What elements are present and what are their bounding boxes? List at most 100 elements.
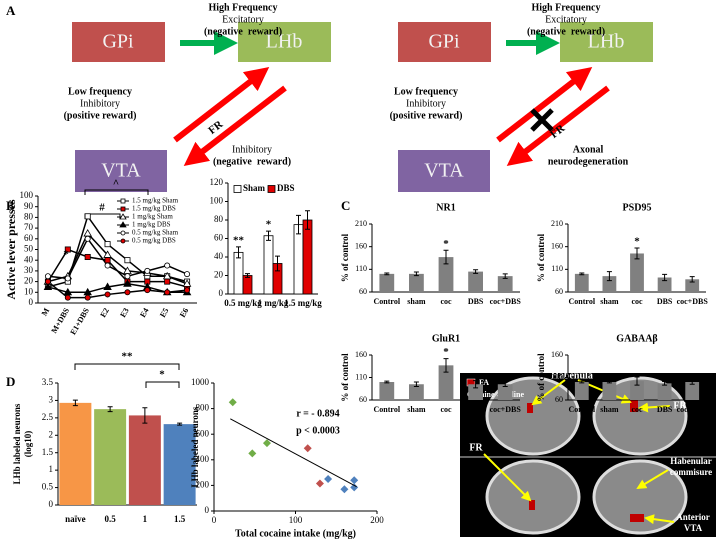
marker [64, 246, 71, 253]
separator [460, 456, 716, 458]
bar [409, 384, 424, 400]
annotation: ** [233, 234, 245, 246]
bar [379, 382, 395, 400]
region-label: FR [673, 400, 687, 411]
point [324, 475, 333, 483]
node-label: GPi [102, 31, 134, 53]
lesion-label: neurodegeneration [548, 156, 629, 167]
x-tick-label: DBS [657, 405, 673, 414]
y-axis-label: % of control [536, 233, 546, 282]
error-bar [502, 273, 508, 279]
annotation: # [99, 202, 105, 214]
chart-title: NR1 [436, 202, 455, 213]
node-box [238, 22, 331, 62]
legend-label: 1.5 mg/kg Sham [132, 197, 179, 205]
bar [263, 235, 274, 295]
chart: 0 200 400 600 800 1000 LHb labeled neurons 0 100… [190, 377, 384, 539]
chart: 60 110 160 GluR1 % of control Control sham coc D… [340, 333, 521, 414]
error-bar [689, 276, 695, 283]
error-bar [689, 379, 695, 385]
bar [409, 273, 424, 292]
bar [438, 365, 454, 400]
y-tick-label: 110 [551, 264, 563, 273]
point [248, 449, 257, 458]
bar [497, 384, 513, 400]
y-tick-label: 3 [49, 394, 54, 404]
y-tick-label: 160 [355, 241, 367, 250]
x-tick-label: sham [407, 405, 426, 414]
y-axis-label: % of control [536, 353, 546, 402]
bar [59, 402, 92, 505]
x-tick-label: Control [569, 405, 596, 414]
bar [468, 384, 483, 400]
legend-marker [120, 230, 126, 236]
lesion-label: Axonal [573, 144, 604, 155]
node-label: VTA [424, 160, 464, 182]
edge-label: Low frequency [394, 86, 458, 97]
chart: 0 20 40 60 80 100 120 0.5 mg/kg1 mg/kg1.5 mg/kg… [210, 177, 323, 308]
y-tick-label: 120 [210, 177, 224, 187]
region-label: Habenula [551, 370, 593, 381]
error-bar [413, 271, 419, 277]
region-label: FR [469, 442, 483, 453]
annotation: * [266, 219, 272, 231]
region-label: Habenular [670, 456, 712, 466]
chart-title: PSD95 [623, 202, 652, 213]
x-tick-label: 1.5 [174, 514, 186, 524]
x-tick-label: DBS [657, 297, 673, 306]
legend-marker [120, 206, 126, 212]
x-tick-label: sham [407, 297, 426, 306]
bar [468, 271, 483, 292]
y-tick-label: 160 [551, 350, 563, 359]
y-tick-label: 160 [355, 350, 367, 359]
chart: 60 110 160 GABAAβ % of control Control sham coc… [536, 333, 708, 414]
point [303, 444, 312, 453]
marker [124, 257, 131, 264]
arrow [506, 85, 610, 166]
y-tick-label: 40 [214, 251, 224, 261]
x-tick-label: naïve [65, 514, 86, 524]
annotation: * [443, 346, 449, 358]
node-box [75, 150, 167, 192]
bar [293, 224, 304, 295]
error-bar [579, 272, 585, 276]
y-tick-label: 60 [24, 233, 34, 243]
line [47, 237, 188, 280]
error-bar [245, 273, 250, 278]
y-tick-label: 100 [20, 190, 34, 200]
legend-label: 1 mg/kg Sham [132, 213, 173, 221]
legend-swatch [233, 185, 242, 193]
point [340, 485, 349, 494]
error-bar [473, 269, 479, 274]
error-bar [384, 380, 390, 384]
node-box [560, 22, 653, 62]
bar [602, 276, 617, 292]
marker [103, 250, 112, 258]
marker [84, 294, 91, 301]
x-tick-label: E2 [98, 306, 110, 319]
legend-label: 1.5 mg/kg DBS [132, 205, 176, 213]
node-label: LHb [588, 31, 625, 53]
error-bar [305, 210, 310, 230]
error-bar [634, 247, 640, 260]
chart-title: GluR1 [432, 333, 460, 344]
x-tick-label: sham [600, 297, 619, 306]
edge-label: Excitatory [545, 14, 587, 25]
y-tick-label: 0 [49, 499, 54, 509]
diagram-left: GPi LHb VTA High Frequency Excitatory (n… [64, 2, 331, 192]
marker [104, 262, 111, 269]
x-tick-label: M+DBS [49, 306, 71, 335]
edge-label: (positive reward) [64, 110, 137, 121]
error-bar [579, 380, 585, 384]
y-tick-label: 0 [219, 288, 224, 298]
y-tick-label: 110 [355, 372, 367, 381]
bar [438, 257, 454, 292]
x-tick-label: E5 [158, 306, 170, 319]
bar [379, 273, 395, 292]
annotation: r = - 0.894 [296, 408, 339, 419]
y-tick-label: 210 [355, 219, 367, 228]
marker [164, 262, 171, 269]
y-tick-label: 40 [24, 254, 34, 264]
x-tick-label: 1.5 mg/kg [284, 298, 322, 308]
